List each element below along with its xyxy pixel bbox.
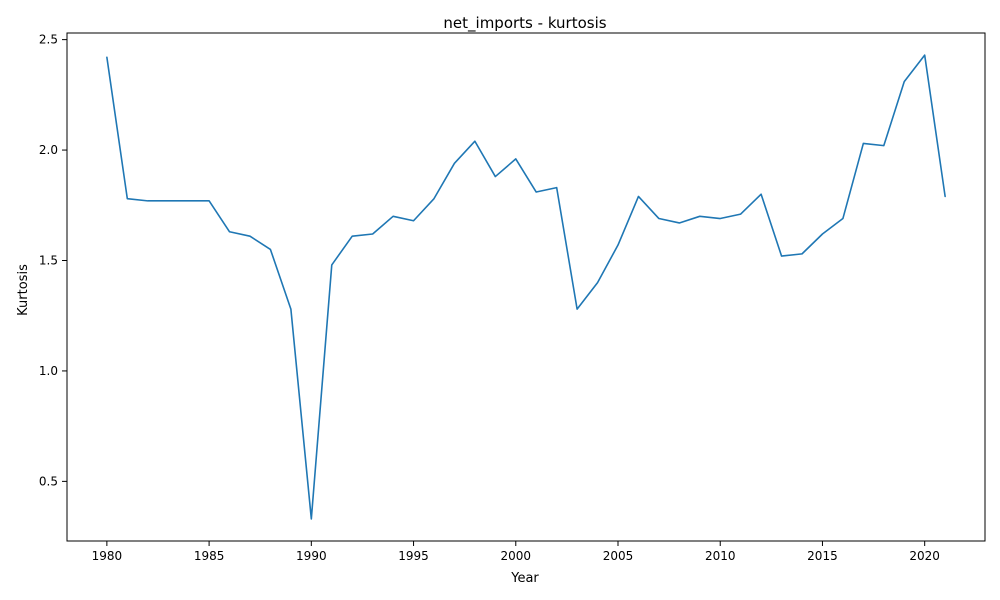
y-tick-label: 0.5 <box>39 474 58 488</box>
x-tick-label: 2015 <box>807 549 838 563</box>
x-tick-label: 2020 <box>909 549 940 563</box>
x-axis-ticks: 1980 1985 1990 1995 2000 2005 2010 2015 2020 <box>92 541 940 563</box>
plot-area-frame <box>66 32 986 542</box>
y-tick-label: 2.0 <box>39 143 58 157</box>
y-tick-label: 1.5 <box>39 253 58 267</box>
chart-title: net_imports - kurtosis <box>443 14 606 33</box>
x-axis-label: Year <box>510 571 539 586</box>
y-tick-label: 1.0 <box>39 364 58 378</box>
x-tick-label: 2010 <box>705 549 736 563</box>
x-tick-label: 1995 <box>398 549 429 563</box>
x-tick-label: 2000 <box>501 549 532 563</box>
x-tick-label: 1985 <box>194 549 225 563</box>
x-tick-label: 1990 <box>296 549 327 563</box>
y-tick-label: 2.5 <box>39 33 58 47</box>
series-line <box>106 54 946 520</box>
y-axis-ticks: 0.5 1.0 1.5 2.0 2.5 <box>39 33 67 488</box>
x-tick-label: 1980 <box>92 549 123 563</box>
series-layer <box>106 54 946 520</box>
y-axis-label: Kurtosis <box>16 264 31 316</box>
x-tick-label: 2005 <box>603 549 634 563</box>
